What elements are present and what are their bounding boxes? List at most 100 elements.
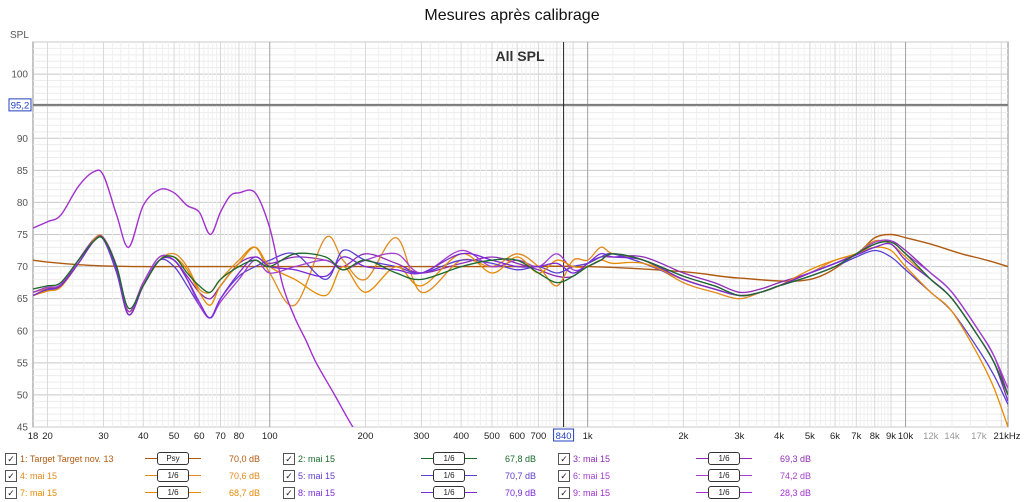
x-tick-label: 200 [358,431,374,442]
legend-label: 1: Target Target nov. 13 [20,454,114,464]
legend-checkbox[interactable]: ✓ [5,470,17,482]
x-tick-label: 9k [886,431,896,442]
legend-item[interactable]: ✓ 5: mai 15 1/6 70,7 dB [283,468,553,484]
x-tick-label: 5k [805,431,815,442]
legend-label: 6: mai 15 [573,471,611,481]
chart-title: Mesures après calibrage [424,7,600,24]
x-tick-label: 2k [678,431,688,442]
legend-label: 4: mai 15 [20,471,58,481]
x-tick-label: 8k [870,431,880,442]
legend-checkbox[interactable]: ✓ [5,487,17,499]
smoothing-button[interactable]: 1/6 [708,452,740,465]
series-group [33,169,1008,427]
x-tick-label: 70 [215,431,226,442]
x-tick-label: 500 [484,431,500,442]
legend-value: 70,9 dB [504,488,536,498]
legend-label: 2: mai 15 [298,454,336,464]
y-tick-label: 75 [17,230,29,241]
y-tick-label: 55 [17,358,29,369]
legend-item[interactable]: ✓ 6: mai 15 1/6 74,2 dB [558,468,828,484]
series-line-1 [33,233,1008,282]
legend-value: 69,3 dB [779,454,811,464]
legend-value: 70,7 dB [504,471,536,481]
x-tick-label: 40 [138,431,149,442]
legend-value: 68,7 dB [228,488,260,498]
legend-item[interactable]: ✓ 4: mai 15 1/6 70,6 dB [5,468,275,484]
y-tick-label: 45 [17,423,29,434]
legend-checkbox[interactable]: ✓ [283,453,295,465]
cursor-lines [33,42,1008,427]
y-axis-label: SPL [10,30,29,41]
legend-value: 74,2 dB [779,471,811,481]
legend-checkbox[interactable]: ✓ [558,487,570,499]
x-axis: 18 20 30 40 50 60 70 80 100 200 300 400 500 600 700 1k 2… [28,428,1021,442]
cursor-y-readout: 95,2 [11,100,30,111]
smoothing-button[interactable]: 1/6 [708,486,740,499]
x-tick-label: 30 [98,431,109,442]
x-tick-label: 700 [530,431,546,442]
legend-label: 3: mai 15 [573,454,611,464]
legend-checkbox[interactable]: ✓ [558,470,570,482]
smoothing-button[interactable]: 1/6 [433,452,465,465]
x-tick-label: 18 [28,431,39,442]
legend-item[interactable]: ✓ 7: mai 15 1/6 68,7 dB [5,485,275,501]
legend-value: 67,8 dB [504,454,536,464]
legend-checkbox[interactable]: ✓ [283,487,295,499]
x-tick-label: 10k [898,431,914,442]
x-tick-label: 14k [944,431,960,442]
legend-item[interactable]: ✓ 2: mai 15 1/6 67,8 dB [283,451,553,467]
legend-item[interactable]: ✓ 3: mai 15 1/6 69,3 dB [558,451,828,467]
x-tick-label: 400 [453,431,469,442]
grid-lines [33,41,1008,428]
legend-label: 8: mai 15 [298,488,336,498]
legend-checkbox[interactable]: ✓ [558,453,570,465]
legend-value: 70,6 dB [228,471,260,481]
smoothing-button[interactable]: 1/6 [157,469,189,482]
y-tick-label: 70 [17,262,29,273]
cursor-x-readout-box [553,428,575,442]
x-tick-label: 1k [583,431,593,442]
x-tick-label: 17k [971,431,987,442]
y-tick-label: 65 [17,294,29,305]
smoothing-button[interactable]: 1/6 [433,486,465,499]
legend-item[interactable]: ✓ 8: mai 15 1/6 70,9 dB [283,485,553,501]
y-tick-label: 90 [17,134,29,145]
x-tick-label: 300 [414,431,430,442]
x-tick-label: 7k [851,431,861,442]
cursor-x-readout: 840 [556,431,572,442]
x-tick-label: 600 [509,431,525,442]
x-tick-label: 4k [774,431,784,442]
spl-chart[interactable]: 455055606570758085909510095,2 1820304050… [0,0,1024,450]
smoothing-button[interactable]: Psy [157,452,189,465]
y-tick-label: 100 [11,70,28,81]
legend-item[interactable]: ✓ 9: mai 15 1/6 28,3 dB [558,485,828,501]
legend-item[interactable]: ✓ 1: Target Target nov. 13 Psy 70,0 dB [5,451,275,467]
legend-value: 28,3 dB [779,488,811,498]
x-tick-label: 60 [194,431,205,442]
x-tick-label: 21kHz [994,431,1021,442]
x-tick-label: 6k [830,431,840,442]
legend-label: 7: mai 15 [20,488,58,498]
legend-checkbox[interactable]: ✓ [283,470,295,482]
y-axis: 455055606570758085909510095,2 [8,70,32,434]
legend-label: 9: mai 15 [573,488,611,498]
x-tick-label: 20 [42,431,53,442]
x-tick-label: 3k [734,431,744,442]
x-tick-label: 50 [169,431,180,442]
y-tick-label: 50 [17,390,29,401]
legend-checkbox[interactable]: ✓ [5,453,17,465]
smoothing-button[interactable]: 1/6 [433,469,465,482]
cursor-y-readout-box [8,98,32,112]
y-tick-label: 85 [17,166,29,177]
smoothing-button[interactable]: 1/6 [157,486,189,499]
center-label: All SPL [495,48,544,64]
series-line-9 [33,169,354,427]
y-tick-label: 80 [17,198,29,209]
x-tick-label: 100 [262,431,278,442]
y-tick-label: 60 [17,326,29,337]
legend-value: 70,0 dB [228,454,260,464]
x-tick-label: 80 [234,431,245,442]
x-tick-label: 12k [923,431,939,442]
series-line-2 [33,236,1008,396]
smoothing-button[interactable]: 1/6 [708,469,740,482]
